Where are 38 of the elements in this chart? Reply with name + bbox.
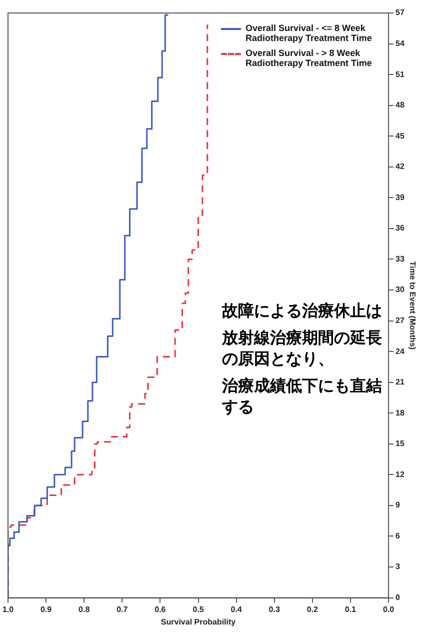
y-tick-label: 51 xyxy=(396,70,405,79)
y-tick-label: 45 xyxy=(396,131,405,140)
y-tick-label: 36 xyxy=(396,224,405,233)
annotation: 故障による治療休止は xyxy=(222,300,383,321)
y-tick-label: 39 xyxy=(396,192,405,202)
y-tick-label: 21 xyxy=(396,378,405,387)
annotation: 治療成績低下にも直結する xyxy=(222,375,383,417)
y-tick-label: 12 xyxy=(396,470,405,479)
x-tick-label: 0.2 xyxy=(306,604,319,614)
y-tick-label: 33 xyxy=(396,254,405,264)
y-tick-label: 27 xyxy=(396,316,405,325)
y-axis-title: Time to Event (Months) xyxy=(408,261,417,350)
y-tick-label: 48 xyxy=(396,100,405,110)
y-tick-label: 57 xyxy=(396,8,405,18)
x-tick-label: 0.7 xyxy=(116,604,128,614)
y-tick-label: 24 xyxy=(396,346,405,356)
legend-label: Overall Survival - > 8 Week Radiotherapy Treatment Time xyxy=(246,48,373,68)
y-tick-label: 30 xyxy=(396,285,405,294)
y-tick-label: 54 xyxy=(396,38,405,48)
x-axis-title: Survival Probability xyxy=(160,617,236,626)
legend-label: Overall Survival - <= 8 Week Radiotherapy Treatment Time xyxy=(246,23,373,43)
y-tick-label: 42 xyxy=(396,162,405,172)
x-tick-label: 0.0 xyxy=(382,604,395,614)
x-tick-label: 0.5 xyxy=(192,604,204,614)
y-tick-label: 3 xyxy=(396,562,400,572)
x-tick-label: 0.3 xyxy=(268,604,280,614)
y-tick-label: 0 xyxy=(396,593,400,602)
x-tick-label: 0.6 xyxy=(154,604,166,614)
y-tick-label: 9 xyxy=(396,500,400,510)
y-tick-label: 18 xyxy=(396,408,405,418)
y-tick-label: 15 xyxy=(396,439,405,448)
x-tick-label: 0.9 xyxy=(40,604,52,614)
x-tick-label: 0.4 xyxy=(230,604,242,614)
x-tick-label: 1.0 xyxy=(2,604,14,614)
x-tick-label: 0.1 xyxy=(344,604,357,614)
y-tick-label: 6 xyxy=(396,531,400,540)
x-tick-label: 0.8 xyxy=(78,604,90,614)
annotation: 放射線治療期間の延長の原因となり、 xyxy=(222,327,383,369)
